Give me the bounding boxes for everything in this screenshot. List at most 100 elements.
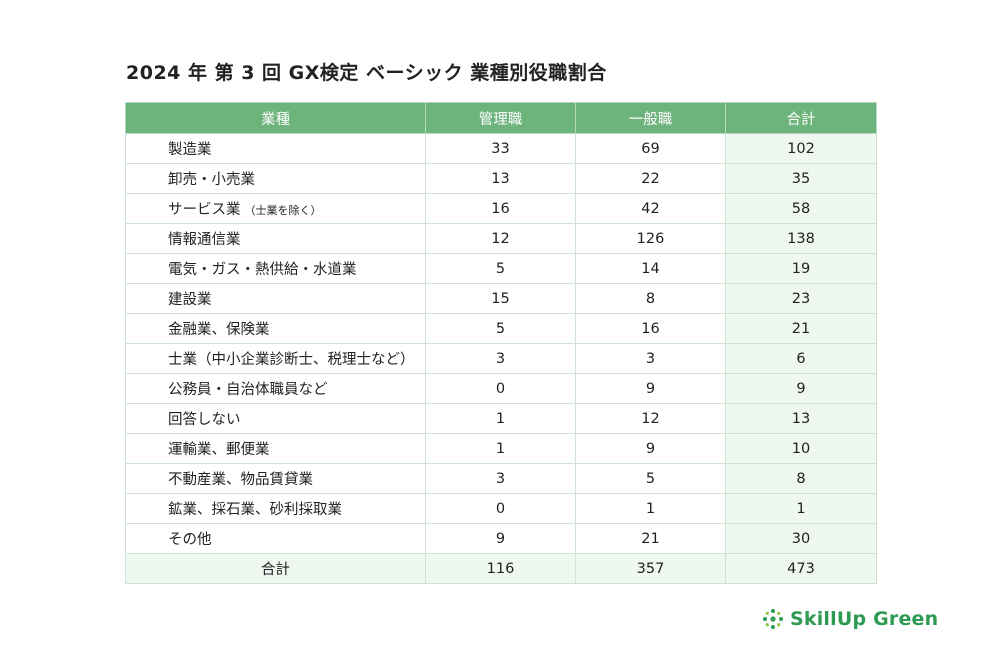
manager-cell: 3 xyxy=(425,343,576,374)
general-cell: 14 xyxy=(575,253,726,284)
industry-cell: 不動産業、物品賃貸業 xyxy=(125,463,426,494)
dots-burst-icon xyxy=(762,608,784,630)
manager-cell: 12 xyxy=(425,223,576,254)
manager-cell: 5 xyxy=(425,253,576,284)
industry-role-table: 業種 管理職 一般職 合計 製造業 33 69 102 卸売・小売業 13 22 35 サービス… xyxy=(125,102,877,584)
table-row: 卸売・小売業 13 22 35 xyxy=(125,163,877,194)
industry-cell: 卸売・小売業 xyxy=(125,163,426,194)
general-cell: 126 xyxy=(575,223,726,254)
industry-name: 鉱業、採石業、砂利採取業 xyxy=(168,502,342,518)
general-cell: 8 xyxy=(575,283,726,314)
header-industry: 業種 xyxy=(125,102,426,134)
table-row: 公務員・自治体職員など 0 9 9 xyxy=(125,373,877,404)
table-row: 回答しない 1 12 13 xyxy=(125,403,877,434)
total-row: 合計 116 357 473 xyxy=(125,553,877,584)
total-cell: 30 xyxy=(725,523,877,554)
industry-cell: 製造業 xyxy=(125,133,426,164)
table-row: 不動産業、物品賃貸業 3 5 8 xyxy=(125,463,877,494)
industry-name: 運輸業、郵便業 xyxy=(168,442,270,458)
manager-cell: 1 xyxy=(425,403,576,434)
manager-cell: 0 xyxy=(425,493,576,524)
general-cell: 12 xyxy=(575,403,726,434)
total-cell: 13 xyxy=(725,403,877,434)
industry-cell: 金融業、保険業 xyxy=(125,313,426,344)
industry-name: 公務員・自治体職員など xyxy=(168,382,328,398)
total-cell: 35 xyxy=(725,163,877,194)
general-cell: 16 xyxy=(575,313,726,344)
header-total: 合計 xyxy=(725,102,877,134)
skillup-green-logo: SkillUp Green xyxy=(762,608,938,630)
table-row: 情報通信業 12 126 138 xyxy=(125,223,877,254)
total-cell: 21 xyxy=(725,313,877,344)
industry-name: 金融業、保険業 xyxy=(168,322,270,338)
general-cell: 21 xyxy=(575,523,726,554)
industry-name: 不動産業、物品賃貸業 xyxy=(168,472,313,488)
total-cell: 23 xyxy=(725,283,877,314)
industry-cell: 士業（中小企業診断士、税理士など） xyxy=(125,343,426,374)
header-general: 一般職 xyxy=(575,102,726,134)
industry-cell: 鉱業、採石業、砂利採取業 xyxy=(125,493,426,524)
industry-name: 回答しない xyxy=(168,412,241,428)
table-row: サービス業 （士業を除く） 16 42 58 xyxy=(125,193,877,224)
industry-name: サービス業 xyxy=(168,202,241,218)
industry-cell: 公務員・自治体職員など xyxy=(125,373,426,404)
total-cell: 9 xyxy=(725,373,877,404)
industry-cell: 情報通信業 xyxy=(125,223,426,254)
table-row: 製造業 33 69 102 xyxy=(125,133,877,164)
total-manager: 116 xyxy=(425,553,576,584)
general-cell: 22 xyxy=(575,163,726,194)
industry-name: その他 xyxy=(168,532,212,548)
industry-cell: 電気・ガス・熱供給・水道業 xyxy=(125,253,426,284)
industry-cell: 回答しない xyxy=(125,403,426,434)
general-cell: 9 xyxy=(575,373,726,404)
manager-cell: 16 xyxy=(425,193,576,224)
total-label: 合計 xyxy=(125,553,426,584)
total-cell: 6 xyxy=(725,343,877,374)
table-row: 鉱業、採石業、砂利採取業 0 1 1 xyxy=(125,493,877,524)
manager-cell: 33 xyxy=(425,133,576,164)
total-cell: 19 xyxy=(725,253,877,284)
total-cell: 58 xyxy=(725,193,877,224)
manager-cell: 0 xyxy=(425,373,576,404)
table-row: 士業（中小企業診断士、税理士など） 3 3 6 xyxy=(125,343,877,374)
general-cell: 9 xyxy=(575,433,726,464)
industry-cell: 運輸業、郵便業 xyxy=(125,433,426,464)
table-row: 電気・ガス・熱供給・水道業 5 14 19 xyxy=(125,253,877,284)
industry-name: 士業（中小企業診断士、税理士など） xyxy=(168,352,415,368)
general-cell: 1 xyxy=(575,493,726,524)
manager-cell: 1 xyxy=(425,433,576,464)
general-cell: 42 xyxy=(575,193,726,224)
page-title: 2024 年 第 3 回 GX検定 ベーシック 業種別役職割合 xyxy=(126,62,607,84)
total-cell: 10 xyxy=(725,433,877,464)
total-cell: 138 xyxy=(725,223,877,254)
general-cell: 69 xyxy=(575,133,726,164)
industry-cell: その他 xyxy=(125,523,426,554)
table-row: その他 9 21 30 xyxy=(125,523,877,554)
manager-cell: 3 xyxy=(425,463,576,494)
manager-cell: 13 xyxy=(425,163,576,194)
total-cell: 8 xyxy=(725,463,877,494)
manager-cell: 15 xyxy=(425,283,576,314)
total-cell: 1 xyxy=(725,493,877,524)
industry-name: 情報通信業 xyxy=(168,232,241,248)
industry-name: 電気・ガス・熱供給・水道業 xyxy=(168,262,357,278)
manager-cell: 5 xyxy=(425,313,576,344)
table-header-row: 業種 管理職 一般職 合計 xyxy=(125,102,877,134)
header-manager: 管理職 xyxy=(425,102,576,134)
total-cell: 102 xyxy=(725,133,877,164)
industry-name: 卸売・小売業 xyxy=(168,172,255,188)
table-row: 建設業 15 8 23 xyxy=(125,283,877,314)
industry-note: （士業を除く） xyxy=(244,204,322,217)
manager-cell: 9 xyxy=(425,523,576,554)
industry-cell: 建設業 xyxy=(125,283,426,314)
industry-cell: サービス業 （士業を除く） xyxy=(125,193,426,224)
industry-name: 製造業 xyxy=(168,142,212,158)
table-row: 金融業、保険業 5 16 21 xyxy=(125,313,877,344)
general-cell: 5 xyxy=(575,463,726,494)
table-row: 運輸業、郵便業 1 9 10 xyxy=(125,433,877,464)
total-total: 473 xyxy=(725,553,877,584)
industry-name: 建設業 xyxy=(168,292,212,308)
total-general: 357 xyxy=(575,553,726,584)
logo-text: SkillUp Green xyxy=(790,608,939,630)
general-cell: 3 xyxy=(575,343,726,374)
